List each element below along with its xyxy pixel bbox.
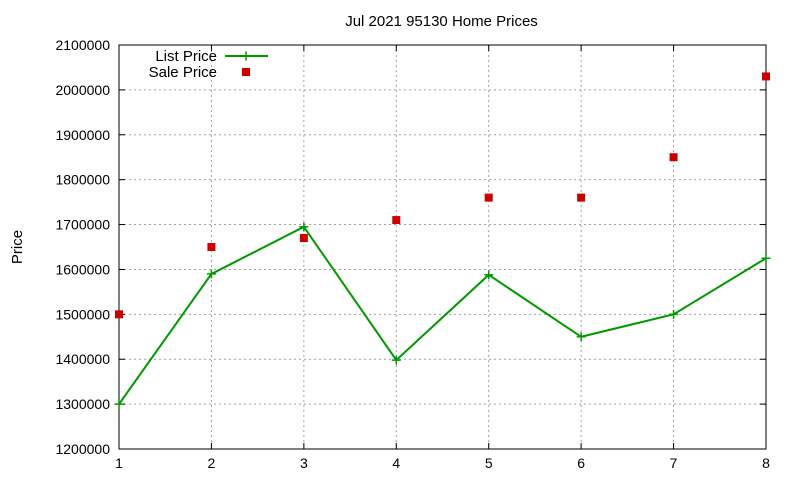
x-tick-label: 5 [485, 455, 493, 471]
sale-price-point [115, 310, 123, 319]
legend-marker-list-price [241, 51, 251, 61]
list-price-point [576, 332, 586, 342]
x-tick-labels: 1 2 3 4 5 6 7 8 [115, 455, 770, 471]
y-tick-label: 2100000 [55, 37, 110, 53]
list-price-point [206, 269, 216, 279]
sale-price-point [762, 72, 770, 81]
y-tick-label: 1600000 [55, 261, 110, 277]
y-tick-label: 1200000 [55, 441, 110, 457]
sale-price-point [669, 153, 678, 162]
x-tick-label: 6 [577, 455, 585, 471]
sale-price-point [484, 193, 493, 202]
x-tick-label: 7 [670, 455, 678, 471]
x-tick-label: 1 [115, 455, 123, 471]
x-tick-label: 8 [762, 455, 770, 471]
sale-price-point [577, 193, 586, 202]
y-tick-label: 1300000 [55, 396, 110, 412]
axis-ticks [118, 44, 767, 450]
y-tick-label: 1800000 [55, 172, 110, 188]
y-tick-labels: 1200000 1300000 1400000 1500000 1600000 17000… [55, 37, 110, 457]
y-tick-label: 1900000 [55, 127, 110, 143]
y-tick-label: 1500000 [55, 306, 110, 322]
list-price-point [761, 253, 771, 263]
x-tick-label: 3 [300, 455, 308, 471]
y-tick-label: 2000000 [55, 82, 110, 98]
legend-label-list-price: List Price [155, 48, 217, 65]
sale-price-point [207, 243, 216, 251]
data-series [114, 72, 771, 409]
series-sale-price [115, 72, 770, 319]
list-price-point [484, 270, 494, 280]
chart-title: Jul 2021 95130 Home Prices [345, 13, 538, 30]
y-tick-label: 1700000 [55, 217, 110, 233]
list-price-line [118, 225, 767, 405]
x-tick-label: 4 [392, 455, 400, 471]
grid-lines [119, 45, 766, 449]
y-tick-label: 1400000 [55, 351, 110, 367]
list-price-point [669, 309, 679, 319]
legend: List Price Sale Price [149, 48, 268, 81]
legend-label-sale-price: Sale Price [149, 64, 217, 81]
list-price-point [299, 222, 309, 232]
legend-swatch-list-price [225, 51, 268, 61]
list-price-point [391, 355, 401, 365]
sale-price-point [392, 216, 401, 225]
legend-marker-sale-price [242, 68, 250, 76]
series-list-price [114, 222, 771, 409]
list-price-point [114, 399, 124, 409]
legend-swatch-sale-price [242, 68, 250, 76]
x-tick-label: 2 [208, 455, 216, 471]
y-axis-label: Price [9, 230, 26, 264]
plot-frame [118, 44, 767, 450]
sale-price-point [299, 234, 308, 243]
